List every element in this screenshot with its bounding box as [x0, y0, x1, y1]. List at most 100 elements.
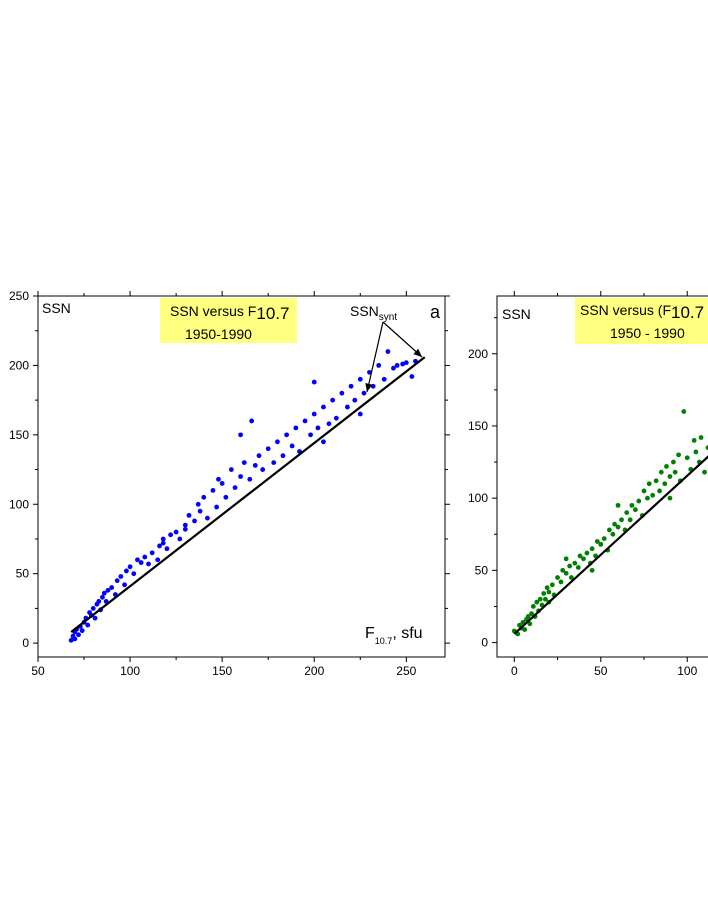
x-tick-label: 200: [304, 664, 324, 678]
data-point: [544, 585, 550, 591]
data-point: [100, 594, 105, 600]
data-point: [555, 575, 560, 580]
data-point: [232, 485, 238, 491]
data-point: [558, 579, 564, 585]
data-point: [409, 374, 415, 379]
data-point: [326, 421, 332, 427]
data-point: [607, 527, 612, 533]
data-point: [352, 397, 358, 403]
y-axis-label: SSN: [42, 300, 71, 316]
data-point: [160, 536, 166, 542]
data-point: [85, 622, 91, 628]
data-point: [260, 467, 266, 472]
y-tick-label: 50: [16, 567, 30, 581]
y-axis-label: SSN: [502, 306, 531, 322]
data-point: [572, 560, 578, 566]
annotation-arrow: [382, 321, 423, 358]
data-point: [164, 546, 170, 552]
y-tick-label: 100: [9, 497, 29, 511]
data-point: [252, 462, 258, 468]
data-point: [645, 495, 650, 501]
plot-frame: [37, 295, 446, 658]
y-tick-label: 200: [468, 347, 488, 361]
data-point: [348, 383, 354, 389]
y-tick-label: 150: [9, 428, 29, 442]
data-point: [691, 438, 697, 443]
data-point: [530, 604, 536, 609]
data-point: [575, 565, 581, 570]
annotation-arrow: [365, 321, 384, 393]
data-point: [90, 606, 96, 611]
data-point: [186, 512, 192, 518]
data-point: [79, 628, 85, 634]
data-point: [149, 550, 155, 556]
y-tick-label: 0: [22, 636, 29, 650]
data-point: [672, 469, 678, 475]
data-point: [657, 488, 662, 494]
data-point: [537, 596, 543, 602]
data-point: [311, 411, 317, 417]
data-point: [681, 409, 687, 414]
x-tick-label: 100: [677, 664, 697, 678]
x-tick-label: 100: [120, 664, 140, 678]
data-point: [594, 539, 600, 544]
data-point: [667, 495, 673, 501]
data-point: [529, 611, 534, 617]
data-point: [138, 560, 144, 565]
data-point: [275, 439, 280, 445]
chart-subtitle: 1950-1990: [185, 326, 252, 342]
data-point: [394, 363, 400, 368]
data-point: [563, 570, 569, 576]
data-point: [192, 518, 197, 524]
data-point: [577, 553, 583, 559]
data-point: [403, 360, 409, 366]
data-point: [357, 376, 363, 382]
data-point: [284, 432, 290, 438]
data-point: [598, 541, 604, 547]
data-point: [534, 599, 540, 605]
data-point: [385, 349, 391, 354]
data-point: [662, 481, 668, 487]
data-point: [197, 508, 203, 514]
data-point: [619, 517, 624, 523]
data-point: [646, 481, 652, 487]
data-point: [302, 418, 308, 424]
data-point: [72, 636, 78, 642]
data-point: [684, 455, 690, 461]
data-point: [315, 425, 321, 431]
data-point: [667, 474, 673, 479]
data-point: [330, 397, 336, 403]
data-point: [612, 521, 618, 527]
data-point: [568, 575, 574, 580]
data-point: [182, 526, 188, 532]
data-point: [357, 411, 363, 417]
data-point: [589, 567, 595, 573]
y-tick-label: 150: [468, 419, 488, 433]
data-point: [205, 515, 210, 521]
y-tick-label: 50: [475, 563, 489, 577]
data-point: [182, 522, 188, 528]
data-point: [615, 524, 621, 530]
data-point: [676, 452, 681, 458]
data-point: [238, 432, 243, 438]
data-point: [546, 589, 552, 595]
data-point: [160, 540, 166, 546]
data-point: [702, 469, 707, 475]
data-point: [525, 614, 531, 619]
data-point: [168, 532, 173, 538]
data-point: [629, 502, 635, 508]
data-point: [228, 467, 234, 472]
data-point: [549, 582, 555, 588]
data-point: [627, 517, 633, 523]
panel-label: a: [430, 302, 441, 322]
data-point: [256, 453, 262, 459]
data-point: [201, 494, 207, 500]
data-point: [653, 478, 659, 484]
data-point: [693, 449, 699, 455]
data-point: [522, 627, 528, 632]
data-point: [641, 488, 647, 494]
y-tick-label: 0: [481, 636, 488, 650]
data-point: [543, 596, 548, 602]
data-point: [344, 404, 350, 410]
